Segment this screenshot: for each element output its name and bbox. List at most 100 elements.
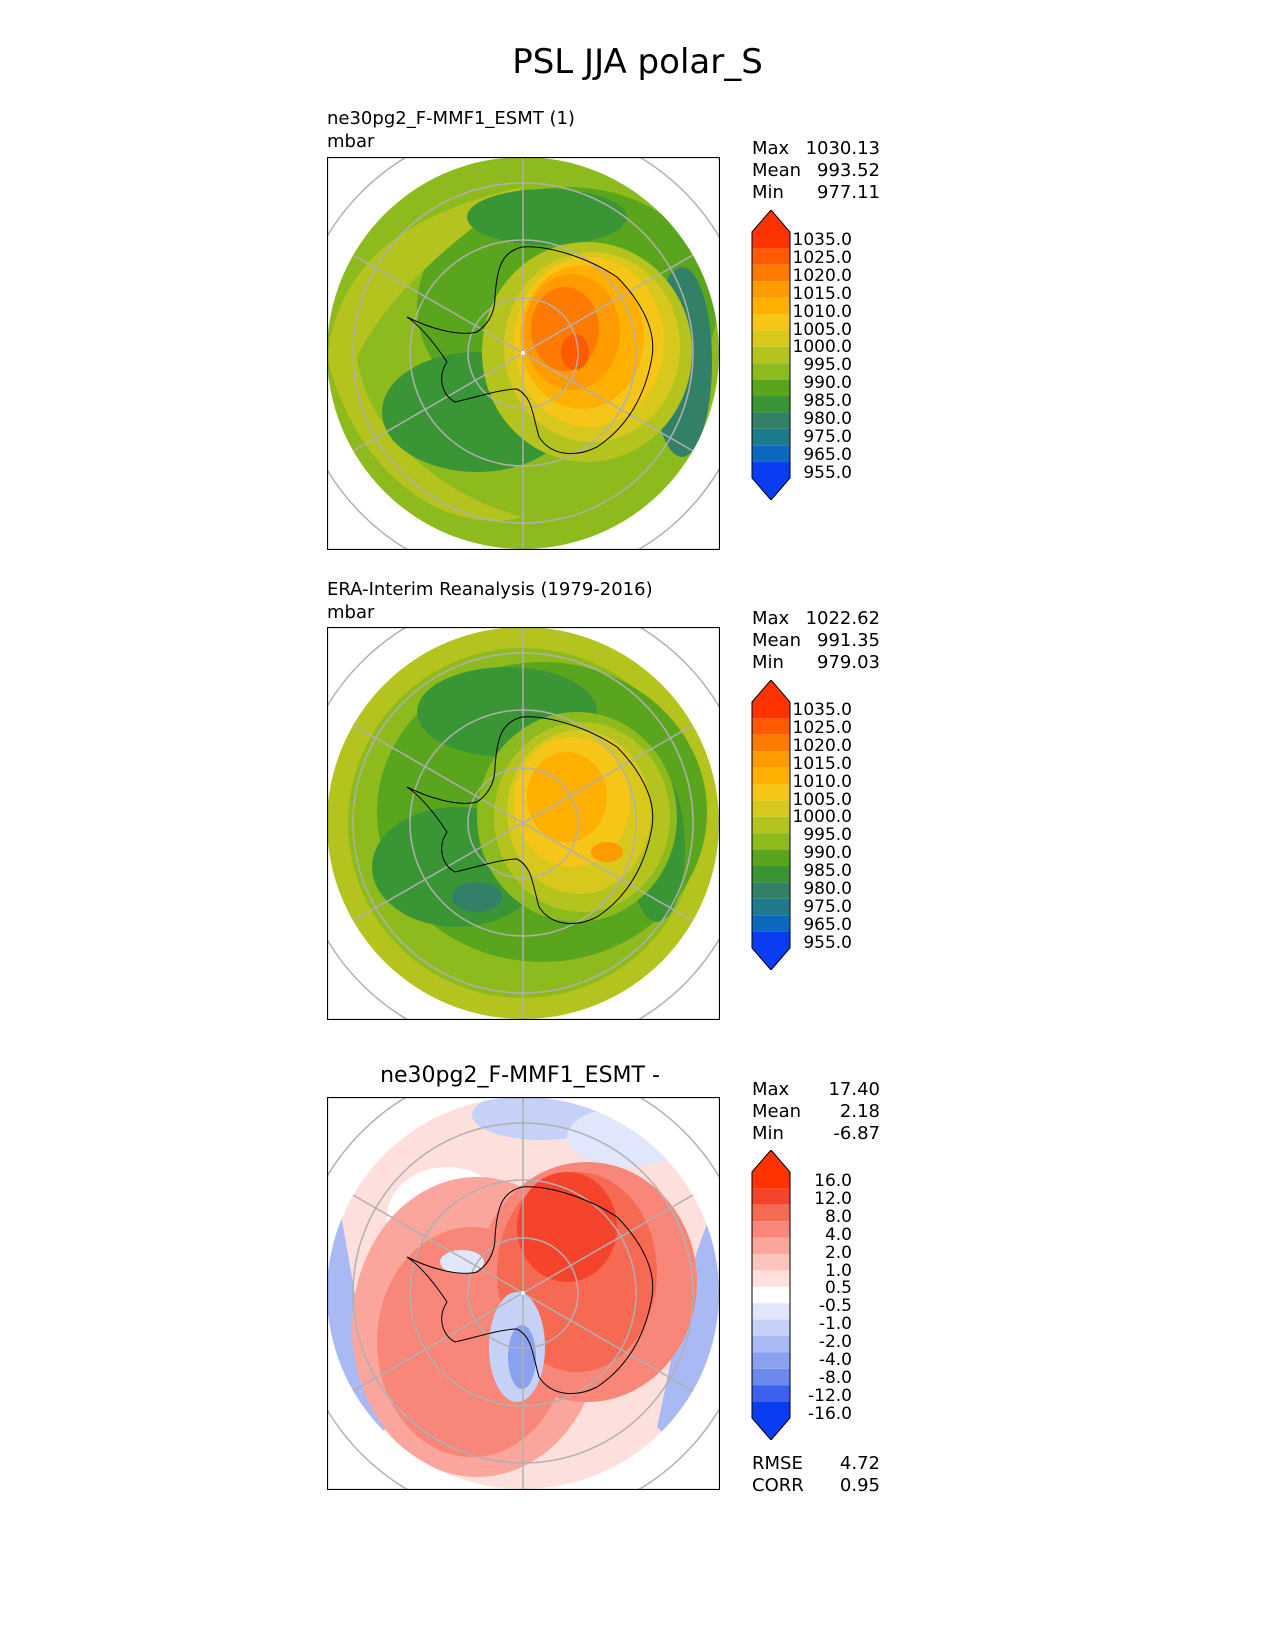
colorbar-segment [752, 1150, 790, 1189]
panel-2-units: mbar [327, 602, 375, 623]
colorbar-tick-label: 990.0 [803, 843, 852, 864]
panel-3-map [327, 1097, 720, 1490]
colorbar-segment [752, 1221, 790, 1238]
colorbar-segment [752, 1254, 790, 1271]
panel-2-colorbar-labels: 1035.0 1025.0 1020.0 1015.0 1010.0 1005.0 1000… [790, 701, 852, 953]
colorbar-segment [752, 379, 790, 396]
panel-3-colorbar-labels: 16.0 12.0 8.0 4.0 2.0 1.0 0.5 -0.5 -1.0 -2.0 -4.0-… [790, 1171, 852, 1424]
figure-title: PSL JJA polar_S [512, 42, 763, 82]
colorbar-tick-label: 1035.0 [792, 230, 852, 250]
colorbar-outline [751, 680, 791, 970]
panel-2-colorbar [751, 680, 791, 970]
colorbar-tick-label: 1010.0 [792, 771, 852, 792]
colorbar-segment [752, 445, 790, 462]
colorbar-segment [752, 314, 790, 331]
panel-3-mean-label: Mean [752, 1101, 802, 1122]
colorbar-tick-label: 8.0 [824, 1206, 852, 1227]
colorbar-tick-label: -0.5 [818, 1296, 852, 1317]
panel-3-title: ne30pg2_F-MMF1_ESMT - [380, 1063, 660, 1088]
colorbar-tick-label: 0.5 [824, 1278, 852, 1299]
colorbar-tick-label: 980.0 [803, 409, 852, 430]
colorbar-outline [751, 1150, 791, 1440]
colorbar-tick-label: 16.0 [814, 1171, 852, 1191]
colorbar-segment [752, 931, 790, 970]
colorbar-tick-label: -12.0 [808, 1385, 852, 1406]
colorbar-tick-label: 1025.0 [792, 247, 852, 268]
colorbar-tick-label: 1.0 [824, 1260, 852, 1281]
colorbar-tick-label: 1000.0 [792, 807, 852, 828]
colorbar-segment [752, 784, 790, 801]
panel-1-map [327, 157, 720, 550]
panel-3-stats: Max 17.40 Mean 2.18 Min -6.87 [752, 1079, 880, 1145]
colorbar-segment [752, 1204, 790, 1222]
panel-2-min-value: 979.03 [817, 652, 880, 673]
colorbar-tick-label: 980.0 [803, 879, 852, 900]
panel-3-colorbar [751, 1150, 791, 1440]
panel-2-graticule [327, 627, 720, 1020]
colorbar-tick-label: 1000.0 [792, 337, 852, 358]
panel-3-min-value: -6.87 [833, 1123, 880, 1144]
panel-2-mean-label: Mean [752, 630, 802, 651]
panel-2-mean-value: 991.35 [817, 630, 880, 651]
rmse-value: 4.72 [839, 1453, 880, 1474]
panel-1-min-value: 977.11 [817, 182, 880, 203]
panel-3-min-label: Min [752, 1123, 784, 1144]
panel-3-max-label: Max [752, 1079, 790, 1100]
colorbar-tick-label: -4.0 [818, 1350, 852, 1371]
colorbar-tick-label: 995.0 [803, 825, 852, 846]
panel-2-stats: Max 1022.62 Mean 991.35 Min 979.03 [752, 608, 880, 674]
colorbar-segment [752, 346, 790, 364]
colorbar-segment [752, 833, 790, 850]
panel-3-pole [521, 1291, 525, 1295]
panel-1-min-label: Min [752, 182, 784, 203]
panel-2-max-label: Max [752, 608, 790, 629]
colorbar-tick-label: 965.0 [803, 914, 852, 935]
colorbar-tick-label: 1005.0 [792, 319, 852, 340]
colorbar-segment [752, 330, 790, 347]
colorbar-outline [751, 210, 791, 500]
colorbar-tick-label: 1010.0 [792, 301, 852, 322]
panel-2-map [327, 627, 720, 1020]
colorbar-tick-label: 955.0 [803, 932, 852, 953]
colorbar-segment [752, 800, 790, 817]
colorbar-segment [752, 297, 790, 314]
colorbar-tick-label: -8.0 [818, 1367, 852, 1388]
colorbar-tick-label: 985.0 [803, 861, 852, 882]
colorbar-segment [752, 718, 790, 735]
colorbar-segment [752, 866, 790, 883]
panel-1-colorbar [751, 210, 791, 500]
colorbar-segment [752, 396, 790, 413]
colorbar-tick-label: 1020.0 [792, 265, 852, 286]
panel-3-coastline [406, 1186, 654, 1395]
panel-3-max-value: 17.40 [828, 1079, 880, 1100]
panel-1-pole [521, 351, 525, 355]
colorbar-segment [752, 412, 790, 429]
colorbar-segment [752, 1270, 790, 1287]
panel-1-frame [327, 157, 720, 550]
panel-1-max-label: Max [752, 138, 790, 159]
colorbar-segment [752, 1303, 790, 1320]
panel-3-mean-value: 2.18 [839, 1101, 880, 1122]
corr-label: CORR [752, 1475, 804, 1496]
panel-1-case-name: ne30pg2_F-MMF1_ESMT (1) [327, 108, 575, 129]
panel-2-min-label: Min [752, 652, 784, 673]
colorbar-segment [752, 816, 790, 834]
colorbar-tick-label: 965.0 [803, 444, 852, 465]
colorbar-tick-label: 1025.0 [792, 717, 852, 738]
panel-1-colorbar-labels: 1035.0 1025.0 1020.0 1015.0 1010.0 1005.0 1000… [790, 230, 852, 483]
corr-value: 0.95 [839, 1475, 880, 1496]
panel-2-coastline [406, 716, 654, 925]
colorbar-tick-label: 975.0 [803, 426, 852, 447]
rmse-label: RMSE [752, 1453, 803, 1474]
colorbar-segment [752, 1368, 790, 1386]
colorbar-tick-label: 995.0 [803, 355, 852, 376]
colorbar-segment [752, 1237, 790, 1254]
panel-2-max-value: 1022.62 [805, 608, 880, 629]
colorbar-segment [752, 1188, 790, 1205]
colorbar-segment [752, 363, 790, 380]
panel-1-units: mbar [327, 131, 375, 152]
panel-3-metrics: RMSE 4.72 CORR 0.95 [752, 1453, 880, 1497]
colorbar-segment [752, 767, 790, 784]
colorbar-segment [752, 210, 790, 249]
colorbar-segment [752, 281, 790, 298]
